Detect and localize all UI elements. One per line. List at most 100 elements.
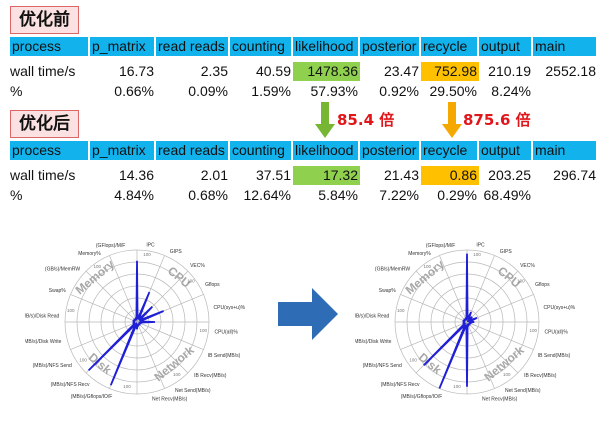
table-cell: 57.93% bbox=[310, 83, 358, 99]
speedup-likelihood: 85.4 倍 bbox=[337, 111, 395, 129]
column-header: likelihood bbox=[293, 37, 360, 56]
radar-axis-label: (MB/s)/NFS Send bbox=[33, 363, 72, 369]
radar-spoke bbox=[85, 270, 138, 323]
radar-spoke bbox=[70, 294, 138, 323]
radar-axis-label: (MB/s)/NFS Send bbox=[363, 363, 402, 369]
table-cell: 2.01 bbox=[200, 167, 228, 183]
table-cell: 12.64% bbox=[243, 187, 291, 203]
radar-spoke bbox=[136, 321, 189, 374]
radar-scale-label: 100 bbox=[503, 372, 511, 377]
radar-quadrant-label: Memory bbox=[73, 257, 117, 298]
radar-chart-after: Memory CPUNetworkDisk10010010010010010010… bbox=[355, 243, 576, 403]
radar-scale-label: 100 bbox=[517, 278, 525, 283]
radar-scale-label: 100 bbox=[79, 358, 87, 363]
column-header: recycle bbox=[421, 37, 479, 56]
radar-axis-label: (MB/s)/Disk Read bbox=[355, 313, 389, 319]
radar-scale-label: 100 bbox=[67, 308, 75, 313]
column-header: posterior bbox=[360, 37, 421, 56]
radar-quadrant-label: Network bbox=[481, 343, 527, 384]
radar-chart-before: Memory CPUNetworkDisk10010010010010010010… bbox=[25, 243, 246, 403]
table-cell: 0.29% bbox=[437, 187, 477, 203]
speedup-arrow-recycle bbox=[442, 102, 462, 138]
column-header: output bbox=[479, 141, 533, 160]
radar-scale-label: 100 bbox=[123, 384, 131, 389]
radar-axis-label: Swap% bbox=[379, 288, 397, 294]
table-cell: 7.22% bbox=[379, 187, 419, 203]
radar-spoke bbox=[400, 294, 468, 323]
radar-axis-label: (GB/s)/MemRW bbox=[45, 267, 80, 273]
radar-axis-label: IB Send(MB/s) bbox=[208, 353, 241, 359]
radar-axis-label: CPU(all)% bbox=[214, 329, 238, 335]
radar-quadrant-label: Network bbox=[151, 343, 197, 384]
row-label: % bbox=[10, 83, 23, 99]
table-cell: 68.49% bbox=[483, 187, 531, 203]
radar-spoke bbox=[466, 255, 495, 323]
radar-axis-label: (MB/s)/Gflops/IO/F bbox=[71, 394, 113, 400]
column-header: recycle bbox=[421, 141, 479, 160]
radar-axis-label: Net Recv(MB/s) bbox=[482, 397, 518, 403]
before-section-label: 优化前 bbox=[10, 6, 79, 34]
radar-axis-label: IPC bbox=[476, 243, 485, 249]
radar-axis-label: IB Send(MB/s) bbox=[538, 353, 571, 359]
radar-scale-label: 100 bbox=[529, 328, 537, 333]
radar-axis-label: CPU(all)% bbox=[544, 329, 568, 335]
radar-scale-label: 100 bbox=[199, 328, 207, 333]
radar-axis-label: (MB/s)/Gflops/IO/F bbox=[401, 394, 443, 400]
radar-axis-label: CPU(sys+u)% bbox=[214, 305, 246, 311]
column-header: counting bbox=[230, 37, 293, 56]
table-cell: 752.98 bbox=[421, 62, 479, 81]
table-row: % 0.66% 0.09% 1.59% 57.93% 0.92% 29.50% 8.24% bbox=[10, 82, 598, 101]
table-header-row: process p_matrix read reads counting likelih… bbox=[10, 37, 598, 56]
radar-axis-label: GIPS bbox=[170, 249, 183, 255]
radar-spoke bbox=[466, 321, 519, 374]
radar-scale-label: 100 bbox=[94, 264, 102, 269]
column-header: p_matrix bbox=[90, 141, 156, 160]
radar-axis-label: (MB/s)/Disk Read bbox=[25, 313, 59, 319]
table-cell: 40.59 bbox=[255, 63, 291, 79]
radar-axis-label: VEC% bbox=[520, 263, 535, 269]
table-cell: 210.19 bbox=[488, 63, 531, 79]
radar-quadrant-label: Memory bbox=[403, 257, 447, 298]
radar-axis-label: Gflops bbox=[535, 282, 550, 288]
column-header: main bbox=[533, 141, 598, 160]
radar-scale-label: 100 bbox=[424, 264, 432, 269]
radar-axis-label: (MB/s)/NFS Recv bbox=[381, 382, 420, 388]
radar-axis-label: Net Send(MB/s) bbox=[505, 388, 541, 394]
table-cell: 296.74 bbox=[553, 167, 596, 183]
table-cell: 37.51 bbox=[255, 167, 291, 183]
table-row: wall time/s 14.36 2.01 37.51 17.32 21.43 0.86 2… bbox=[10, 166, 598, 185]
radar-spoke bbox=[466, 270, 519, 323]
radar-axis-label: (MB/s)/Disk Write bbox=[25, 339, 62, 345]
table-cell: 4.84% bbox=[114, 187, 154, 203]
column-header: likelihood bbox=[293, 141, 360, 160]
radar-axis-label: (GFlops)/M/F bbox=[96, 243, 125, 249]
column-header: main bbox=[533, 37, 598, 56]
column-header: read reads bbox=[156, 37, 230, 56]
radar-spoke bbox=[136, 321, 204, 350]
column-header: posterior bbox=[360, 141, 421, 160]
column-header: p_matrix bbox=[90, 37, 156, 56]
radar-quadrant-label: Disk bbox=[86, 350, 115, 377]
table-cell: 0.92% bbox=[379, 83, 419, 99]
table-cell: 8.24% bbox=[491, 83, 531, 99]
after-table: process p_matrix read reads counting likelih… bbox=[10, 141, 598, 205]
radar-quadrant-label: Disk bbox=[416, 350, 445, 377]
table-cell: 14.36 bbox=[118, 167, 154, 183]
table-cell: 203.25 bbox=[488, 167, 531, 183]
transition-arrow-icon bbox=[278, 288, 338, 340]
radar-scale-label: 100 bbox=[143, 252, 151, 257]
radar-data-series bbox=[87, 260, 164, 386]
radar-axis-label: IPC bbox=[146, 243, 155, 249]
radar-spoke bbox=[439, 255, 468, 323]
radar-axis-label: Memory% bbox=[78, 251, 101, 257]
radar-spoke bbox=[400, 321, 468, 350]
table-cell: 29.50% bbox=[429, 83, 477, 99]
radar-scale-label: 100 bbox=[453, 384, 461, 389]
radar-axis-label: Memory% bbox=[408, 251, 431, 257]
table-cell: 0.68% bbox=[188, 187, 228, 203]
radar-axis-label: (MB/s)/NFS Recv bbox=[51, 382, 90, 388]
radar-scale-label: 100 bbox=[473, 252, 481, 257]
table-cell: 1.59% bbox=[251, 83, 291, 99]
table-cell: 2.35 bbox=[200, 63, 228, 79]
radar-data-series bbox=[423, 253, 478, 389]
